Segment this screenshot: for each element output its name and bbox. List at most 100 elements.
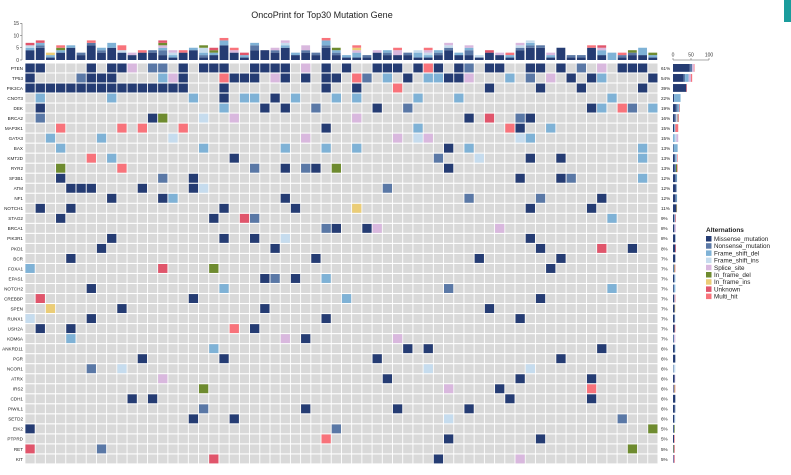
mutation-cell	[86, 364, 96, 374]
gene-bar-segment	[673, 424, 674, 433]
grid-cell	[107, 404, 117, 414]
grid-cell	[443, 173, 454, 183]
grid-cell	[209, 173, 219, 183]
mutation-cell	[515, 113, 525, 123]
grid-cell	[86, 243, 96, 253]
grid-cell	[515, 334, 525, 344]
grid-cell	[454, 294, 464, 303]
grid-cell	[229, 213, 239, 223]
grid-cell	[178, 324, 188, 334]
grid-cell	[219, 113, 229, 123]
grid-cell	[423, 454, 433, 464]
mutation-cell	[617, 103, 627, 113]
gene-bar-segment	[693, 64, 695, 72]
sample-bar-segment	[240, 57, 249, 60]
grid-cell	[535, 113, 546, 123]
grid-cell	[147, 294, 158, 303]
sample-bar-segment	[137, 50, 147, 53]
grid-cell	[546, 233, 556, 243]
grid-cell	[107, 314, 117, 324]
grid-cell	[158, 294, 168, 303]
sample-bar-segment	[86, 40, 96, 43]
grid-cell	[525, 93, 535, 103]
grid-cell	[372, 83, 382, 93]
grid-cell	[229, 294, 239, 303]
grid-cell	[209, 123, 219, 133]
mutation-cell	[301, 404, 311, 414]
grid-cell	[290, 354, 301, 364]
grid-cell	[127, 324, 137, 334]
gene-label: NOTCH2	[4, 286, 23, 291]
grid-cell	[76, 324, 86, 334]
grid-cell	[321, 183, 331, 193]
sample-bar-segment	[566, 57, 576, 60]
grid-cell	[107, 284, 117, 293]
grid-cell	[250, 284, 260, 293]
grid-cell	[301, 354, 311, 364]
grid-cell	[239, 404, 250, 414]
grid-cell	[362, 123, 372, 133]
sample-bar-segment	[352, 57, 362, 60]
sample-bar-segment	[352, 50, 362, 53]
grid-cell	[454, 414, 464, 424]
grid-cell	[372, 424, 382, 434]
grid-cell	[178, 364, 188, 374]
grid-cell	[239, 223, 250, 233]
grid-cell	[627, 344, 638, 354]
grid-cell	[96, 233, 107, 243]
grid-cell	[66, 213, 76, 223]
gene-bar-segment	[673, 184, 676, 193]
grid-cell	[270, 203, 280, 213]
grid-cell	[362, 243, 372, 253]
grid-cell	[627, 414, 638, 424]
grid-cell	[617, 83, 627, 93]
mutation-cell	[250, 93, 260, 103]
gene-bar-segment	[673, 444, 675, 453]
sample-bar-segment	[158, 40, 168, 43]
grid-cell	[290, 434, 301, 444]
grid-cell	[198, 193, 209, 203]
grid-cell	[158, 424, 168, 434]
grid-cell	[178, 344, 188, 354]
mutation-cell	[403, 103, 413, 113]
grid-cell	[525, 454, 535, 464]
grid-cell	[301, 203, 311, 213]
grid-cell	[454, 344, 464, 354]
grid-cell	[290, 364, 301, 374]
gene-bar-segment	[674, 374, 676, 383]
grid-cell	[403, 284, 413, 293]
gene-label: NOTCH1	[4, 206, 23, 211]
mutation-cell	[301, 73, 311, 83]
grid-cell	[362, 233, 372, 243]
grid-cell	[546, 253, 556, 263]
grid-cell	[301, 434, 311, 444]
grid-cell	[586, 233, 597, 243]
grid-cell	[188, 153, 199, 163]
sample-bar-segment	[525, 40, 535, 43]
grid-cell	[495, 454, 505, 464]
grid-cell	[127, 213, 137, 223]
grid-cell	[137, 304, 148, 314]
grid-cell	[627, 324, 638, 334]
grid-cell	[648, 264, 658, 273]
grid-cell	[423, 404, 433, 414]
sample-bar-segment	[76, 52, 86, 56]
mutation-cell	[290, 274, 301, 283]
gene-label: NCOR1	[7, 367, 24, 372]
grid-cell	[147, 143, 158, 153]
sample-bar-segment	[331, 50, 341, 53]
grid-cell	[25, 183, 35, 193]
grid-cell	[260, 404, 270, 414]
grid-cell	[260, 173, 270, 183]
grid-cell	[576, 193, 587, 203]
grid-cell	[454, 103, 464, 113]
grid-cell	[392, 173, 403, 183]
grid-cell	[525, 193, 535, 203]
grid-cell	[535, 173, 546, 183]
grid-cell	[525, 143, 535, 153]
grid-cell	[566, 324, 576, 334]
grid-cell	[648, 143, 658, 153]
mutation-cell	[250, 163, 260, 173]
grid-cell	[331, 243, 341, 253]
grid-cell	[648, 243, 658, 253]
